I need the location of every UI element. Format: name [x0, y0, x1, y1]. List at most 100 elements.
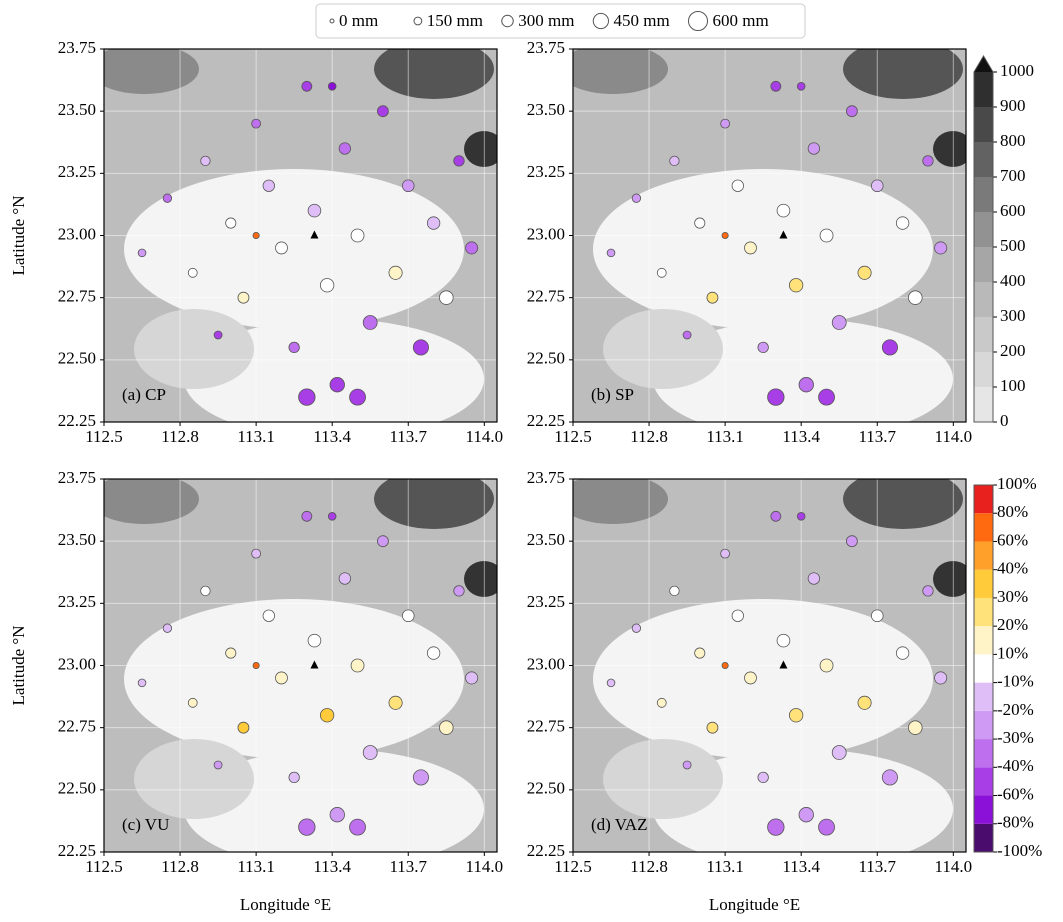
colorbar-bin — [974, 626, 993, 654]
x-tick-label: 112.8 — [161, 857, 199, 876]
colorbar-label: -30% — [997, 728, 1034, 747]
station-marker — [771, 511, 781, 521]
colorbar-label: 40% — [997, 559, 1028, 578]
station-marker — [732, 610, 744, 622]
legend-label: 150 mm — [427, 11, 483, 30]
station-marker — [744, 242, 756, 254]
y-tick-label: 22.75 — [527, 287, 565, 306]
lowland — [124, 169, 464, 329]
station-marker — [263, 610, 275, 622]
station-marker — [858, 266, 871, 279]
station-marker — [882, 340, 897, 355]
station-marker — [789, 278, 803, 292]
legend-label: 0 mm — [339, 11, 378, 30]
station-marker — [777, 204, 790, 217]
y-tick-label: 23.75 — [527, 468, 565, 487]
station-marker — [328, 512, 336, 520]
y-tick-label: 23.50 — [58, 530, 96, 549]
lowland — [603, 309, 723, 389]
station-marker — [454, 156, 465, 167]
station-marker — [768, 819, 785, 836]
y-tick-label: 22.25 — [527, 841, 565, 860]
station-marker — [882, 770, 897, 785]
highland — [374, 469, 494, 529]
station-marker — [427, 647, 440, 660]
station-marker — [871, 180, 883, 192]
station-marker — [454, 586, 465, 597]
colorbar-label: -10% — [997, 672, 1034, 691]
y-tick-label: 23.50 — [527, 530, 565, 549]
x-tick-label: 112.8 — [630, 857, 668, 876]
station-marker — [214, 331, 222, 339]
station-marker — [632, 194, 641, 203]
station-marker — [263, 180, 275, 192]
station-marker — [721, 549, 730, 558]
legend-label: 300 mm — [518, 11, 574, 30]
panel-title: (b) SP — [591, 385, 634, 404]
colorbar-bin — [974, 282, 993, 317]
y-axis-label: Latitude °N — [9, 196, 28, 276]
x-axis-label: Longitude °E — [240, 895, 331, 914]
colorbar-label: -40% — [997, 756, 1034, 775]
y-tick-label: 23.00 — [527, 224, 565, 243]
station-marker — [670, 156, 680, 166]
x-tick-label: 114.0 — [935, 857, 973, 876]
station-marker — [201, 586, 211, 596]
station-marker — [683, 761, 691, 769]
x-tick-label: 113.1 — [706, 857, 744, 876]
station-marker — [808, 143, 820, 155]
station-marker — [302, 511, 312, 521]
colorbar-label: 100% — [997, 474, 1037, 493]
y-tick-label: 23.00 — [58, 224, 96, 243]
station-marker — [935, 242, 947, 254]
station-marker — [439, 721, 453, 735]
x-tick-label: 113.4 — [313, 427, 351, 446]
colorbar-bin — [974, 570, 993, 598]
colorbar-bin — [974, 541, 993, 569]
colorbar-bin — [974, 739, 993, 767]
station-marker — [789, 708, 803, 722]
station-marker — [402, 610, 414, 622]
y-tick-label: 23.50 — [58, 100, 96, 119]
legend-marker — [502, 15, 514, 27]
station-marker — [299, 819, 316, 836]
y-tick-label: 23.75 — [58, 38, 96, 57]
x-tick-label: 113.1 — [237, 857, 275, 876]
colorbar-bin — [974, 387, 993, 422]
station-marker — [289, 772, 300, 783]
station-marker — [846, 536, 857, 547]
lowland — [593, 599, 933, 759]
station-marker — [363, 746, 377, 760]
y-tick-label: 22.75 — [58, 717, 96, 736]
colorbar-bin — [974, 711, 993, 739]
colorbar-label: 900 — [1000, 96, 1026, 115]
panel — [89, 39, 504, 439]
station-marker — [299, 389, 316, 406]
panel — [558, 39, 973, 439]
x-tick-label: 113.4 — [782, 857, 820, 876]
colorbar-label: 80% — [997, 502, 1028, 521]
panel-title: (d) VAZ — [591, 815, 648, 834]
station-marker — [832, 746, 846, 760]
legend-marker — [593, 13, 608, 28]
colorbar-bin — [974, 142, 993, 177]
station-marker — [707, 292, 718, 303]
x-tick-label: 113.4 — [313, 857, 351, 876]
station-marker — [308, 204, 321, 217]
station-marker — [214, 761, 222, 769]
colorbar-bin — [974, 72, 993, 107]
station-marker — [413, 340, 428, 355]
lowland — [134, 309, 254, 389]
x-tick-label: 112.8 — [161, 427, 199, 446]
station-marker — [439, 291, 453, 305]
y-tick-label: 23.25 — [58, 592, 96, 611]
colorbar-bin — [974, 824, 993, 852]
station-marker — [799, 807, 814, 822]
colorbar-bin — [974, 107, 993, 142]
station-marker — [188, 268, 197, 277]
figure: 0 mm150 mm300 mm450 mm600 mm(a) CP112.51… — [0, 0, 1063, 917]
y-tick-label: 22.25 — [58, 411, 96, 430]
legend-marker — [414, 17, 422, 25]
station-marker — [138, 679, 146, 687]
colorbar-label: 200 — [1000, 341, 1026, 360]
